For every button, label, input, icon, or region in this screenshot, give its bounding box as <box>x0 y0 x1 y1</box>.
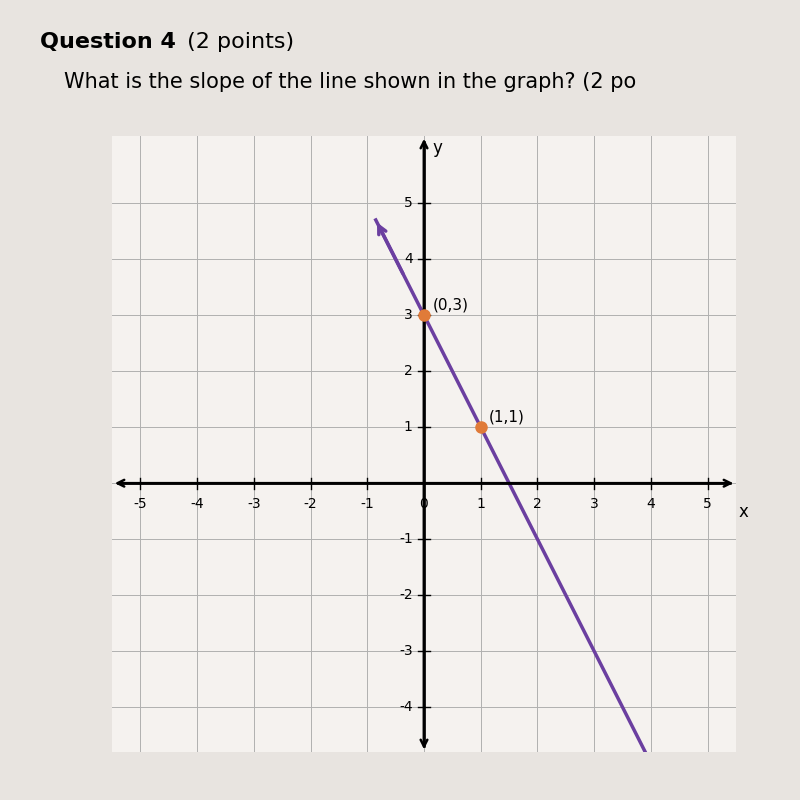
Text: Question 4: Question 4 <box>40 32 176 52</box>
Text: (0,3): (0,3) <box>433 298 469 312</box>
Text: -3: -3 <box>399 644 413 658</box>
Text: -2: -2 <box>399 588 413 602</box>
Text: (2 points): (2 points) <box>180 32 294 52</box>
Text: -2: -2 <box>304 497 318 511</box>
Text: 5: 5 <box>703 497 712 511</box>
Text: (1,1): (1,1) <box>490 410 525 424</box>
Text: 4: 4 <box>404 252 413 266</box>
Text: -4: -4 <box>190 497 204 511</box>
Text: 2: 2 <box>404 364 413 378</box>
Text: -1: -1 <box>360 497 374 511</box>
Text: -1: -1 <box>399 532 413 546</box>
Text: 5: 5 <box>404 196 413 210</box>
Text: 0: 0 <box>420 497 428 511</box>
Text: 1: 1 <box>404 420 413 434</box>
Text: x: x <box>739 503 749 521</box>
Text: -4: -4 <box>399 700 413 714</box>
Text: 1: 1 <box>476 497 485 511</box>
Text: 2: 2 <box>533 497 542 511</box>
Text: -3: -3 <box>247 497 261 511</box>
Text: 3: 3 <box>404 308 413 322</box>
Text: What is the slope of the line shown in the graph? (2 po: What is the slope of the line shown in t… <box>64 72 636 92</box>
Text: 3: 3 <box>590 497 598 511</box>
Text: 4: 4 <box>646 497 655 511</box>
Text: -5: -5 <box>134 497 147 511</box>
Text: y: y <box>433 138 442 157</box>
